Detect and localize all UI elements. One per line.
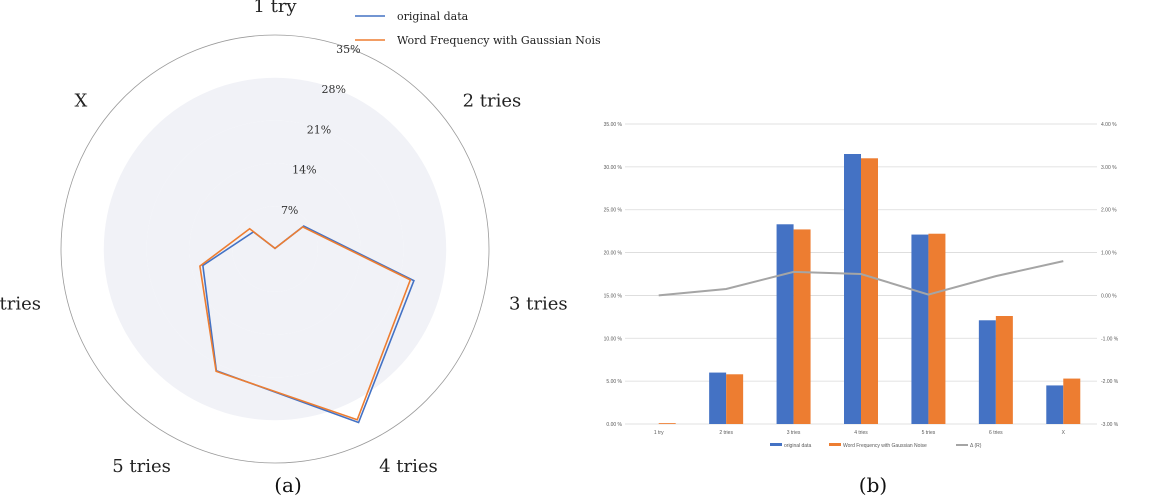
category-label: 6 tries: [0, 293, 41, 314]
x-tick-label: 5 tries: [922, 430, 936, 436]
legend-label: Δ (R): [970, 443, 982, 449]
delta-line: [658, 260, 1064, 297]
figure-caption: (a): [274, 473, 302, 497]
radar-chart: 7% 14% 21% 28% 35% 1 try 2 tries 3 tries 4 tries…: [0, 0, 600, 497]
bar-original-data: [1046, 385, 1064, 424]
category-label: 2 tries: [463, 90, 522, 111]
bar-original-data: [776, 224, 794, 424]
bar-gaussian-noise: [1063, 378, 1081, 424]
x-tick-label: 1 try: [654, 430, 664, 436]
y-tick-label: 10.00 %: [604, 336, 623, 342]
legend-swatch: [770, 443, 782, 446]
y-tick-label: 15.00 %: [604, 293, 623, 299]
bar-original-data: [709, 372, 727, 424]
y2-tick-label: 0.00 %: [1101, 293, 1117, 299]
y2-tick-label: 1.00 %: [1101, 251, 1117, 257]
y2-tick-label: -3.00 %: [1101, 422, 1119, 428]
radial-tick-label: 14%: [292, 164, 316, 177]
y-tick-label: 5.00 %: [606, 379, 622, 385]
radar-band: [146, 120, 404, 378]
bar-gaussian-noise: [928, 233, 946, 424]
bar-original-data: [844, 154, 861, 424]
category-label: 4 tries: [379, 456, 438, 477]
radial-tick-label: 7%: [281, 204, 298, 217]
radar-outer-ring: [60, 34, 490, 464]
y-tick-label: 30.00 %: [604, 165, 623, 171]
radar-band: [189, 163, 361, 335]
series-line-gaussian-noise: [199, 225, 412, 421]
y2-tick-label: 4.00 %: [1101, 122, 1117, 128]
y-tick-label: 0.00 %: [606, 422, 622, 428]
category-label: 5 tries: [112, 456, 171, 477]
y-tick-label: 25.00 %: [604, 208, 623, 214]
x-tick-label: 4 tries: [854, 430, 868, 436]
bar-original-data: [978, 320, 996, 424]
x-tick-label: 3 tries: [787, 430, 801, 436]
legend-label: original data: [784, 443, 811, 449]
category-label: X: [75, 90, 88, 111]
legend-label: Word Frequency with Gaussian Noise: [843, 443, 927, 449]
y2-tick-label: 2.00 %: [1101, 208, 1117, 214]
bar-gaussian-noise: [726, 374, 744, 424]
figure-caption: (b): [859, 473, 887, 497]
x-tick-label: X: [1062, 430, 1066, 436]
bar-line-chart: 0.00 % 5.00 % 10.00 % 15.00 % 20.00 % 25.00 %…: [604, 122, 1119, 497]
bar-original-data: [911, 234, 929, 424]
x-tick-label: 2 tries: [719, 430, 733, 436]
radial-tick-label: 35%: [336, 43, 360, 56]
radial-tick-label: 21%: [307, 123, 331, 136]
category-label: 3 tries: [509, 293, 568, 314]
y-tick-label: 20.00 %: [604, 251, 623, 257]
bar-gaussian-noise: [658, 423, 676, 424]
bar-gaussian-noise: [861, 158, 878, 425]
legend-label: original data: [397, 10, 469, 23]
x-tick-label: 6 tries: [989, 430, 1003, 436]
y2-tick-label: -2.00 %: [1101, 379, 1119, 385]
y2-tick-label: -1.00 %: [1101, 336, 1119, 342]
radial-tick-label: 28%: [321, 83, 345, 96]
y2-tick-label: 3.00 %: [1101, 165, 1117, 171]
category-label: 1 try: [253, 0, 297, 17]
legend-label: Word Frequency with Gaussian Noise: [397, 34, 600, 47]
bar-gaussian-noise: [995, 316, 1013, 424]
legend-swatch: [829, 443, 841, 446]
bar-gaussian-noise: [793, 229, 811, 424]
y-tick-label: 35.00 %: [604, 122, 623, 128]
